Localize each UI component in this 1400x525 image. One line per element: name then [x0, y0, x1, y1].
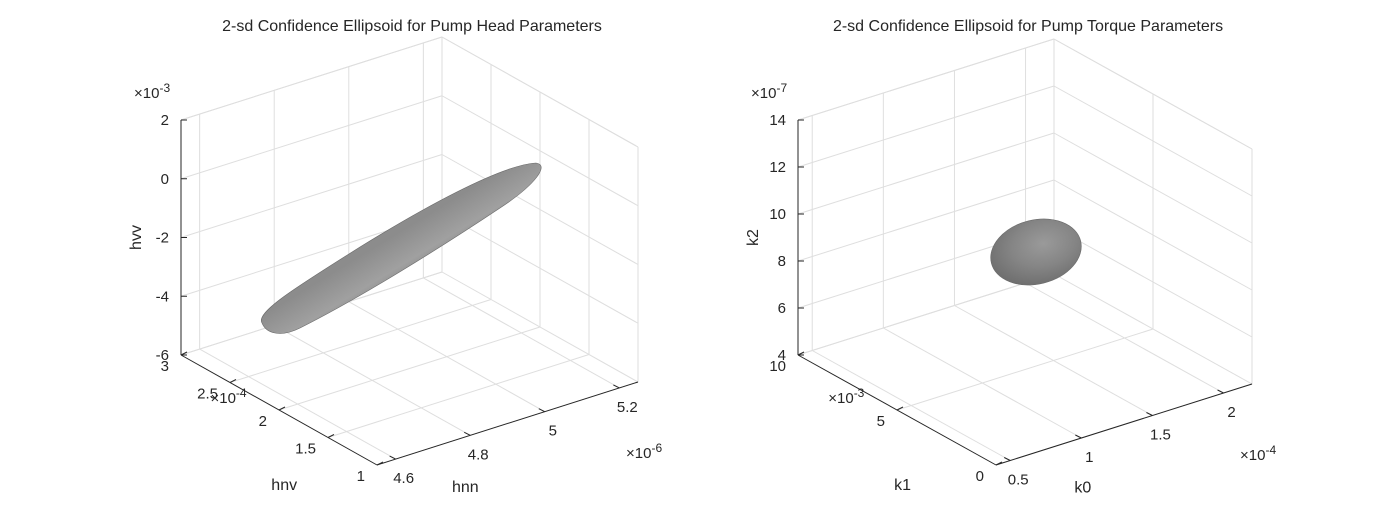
- z-tick-label: -6: [156, 347, 169, 364]
- z-tick-label: 4: [778, 347, 786, 364]
- y-tick: [896, 406, 904, 411]
- x-tick-label: 5.2: [617, 399, 638, 416]
- box-edge: [441, 36, 639, 148]
- y-tick-label: 5: [877, 413, 885, 430]
- gridline-y-floor: [278, 326, 541, 411]
- gridline-z-wall-back: [797, 179, 1055, 262]
- x-tick-label: 1: [1085, 449, 1093, 466]
- x-tick: [1003, 457, 1011, 461]
- y-tick: [327, 434, 335, 438]
- z-tick-label: 0: [161, 171, 169, 188]
- gridline-z-wall-side: [441, 271, 639, 383]
- gridline-y-floor: [896, 328, 1154, 411]
- plot-pump-head: 2-sd Confidence Ellipsoid for Pump Head …: [128, 18, 662, 496]
- x-tick: [1146, 412, 1153, 416]
- y-tick-label: 1: [357, 468, 365, 485]
- x-tick-label: 0.5: [1008, 472, 1029, 489]
- x-tick: [389, 455, 396, 460]
- y-axis-label: k1: [894, 477, 911, 494]
- gridline-z-wall-side: [1053, 273, 1253, 385]
- box-edge: [180, 36, 443, 121]
- gridline-z-wall-back: [797, 273, 1055, 356]
- y-axis-label: hnv: [271, 477, 297, 494]
- gridline-z-wall-back: [797, 85, 1055, 168]
- gridline-z-wall-side: [441, 212, 639, 324]
- ellipsoid-surface: [261, 162, 542, 334]
- x-axis-label: k0: [1074, 480, 1091, 497]
- plot-pump-torque: 2-sd Confidence Ellipsoid for Pump Torqu…: [745, 18, 1276, 497]
- x-tick: [613, 384, 620, 389]
- axes: [797, 120, 1253, 466]
- z-tick-label: 6: [778, 300, 786, 317]
- x-tick-label: 2: [1227, 404, 1235, 421]
- y-tick: [229, 379, 237, 383]
- x-axis-line: [995, 383, 1253, 466]
- x-axis-label: hnn: [452, 479, 479, 496]
- y-tick: [376, 461, 384, 466]
- gridline-y-floor: [229, 299, 492, 383]
- x-tick: [463, 431, 471, 436]
- y-multiplier: ×10-4: [210, 386, 246, 407]
- y-multiplier: ×10-3: [828, 386, 864, 407]
- z-tick-label: -2: [156, 230, 169, 247]
- y-tick-label: 2: [259, 413, 267, 430]
- y-tick-label: 3: [161, 358, 169, 375]
- x-tick: [1075, 434, 1082, 439]
- box-edge: [797, 38, 1055, 121]
- gridline-z-wall-back: [797, 132, 1055, 215]
- x-multiplier: ×10-4: [1240, 443, 1276, 464]
- axes: [180, 120, 639, 466]
- z-axis-label: k2: [745, 229, 762, 246]
- gridline-z-wall-back: [180, 154, 443, 238]
- x-tick: [1217, 389, 1224, 394]
- gridline-z-wall-side: [1053, 226, 1253, 338]
- x-tick-label: 1.5: [1150, 427, 1171, 444]
- ellipsoid-surface: [990, 218, 1082, 286]
- z-tick-label: 12: [769, 159, 786, 176]
- y-tick-label: 1.5: [295, 441, 316, 458]
- z-tick-label: 2: [161, 112, 169, 129]
- y-tick: [180, 351, 188, 356]
- z-multiplier: ×10-7: [751, 81, 787, 102]
- y-tick-label: 0: [976, 468, 984, 485]
- gridline-z-wall-back: [180, 95, 443, 180]
- z-tick-label: 14: [769, 112, 786, 129]
- y-tick: [797, 351, 805, 356]
- x-tick: [538, 408, 546, 413]
- plot-title: 2-sd Confidence Ellipsoid for Pump Head …: [222, 18, 602, 35]
- z-tick-label: 10: [769, 206, 786, 223]
- z-axis-label: hvv: [128, 225, 145, 250]
- box-edge: [1053, 38, 1253, 150]
- x-tick-label: 4.6: [393, 470, 414, 487]
- gridline-z-wall-side: [1053, 132, 1253, 244]
- x-multiplier: ×10-6: [626, 441, 662, 462]
- z-multiplier: ×10-3: [134, 81, 170, 102]
- y-tick-label: 2.5: [197, 386, 218, 403]
- y-tick-label: 10: [769, 358, 786, 375]
- x-axis-line: [376, 381, 639, 466]
- gridline-z-wall-side: [1053, 179, 1253, 291]
- gridline-z-wall-side: [441, 95, 639, 207]
- z-tick-label: -4: [156, 288, 169, 305]
- gridline-z-wall-side: [441, 154, 639, 265]
- x-tick-label: 5: [549, 423, 557, 440]
- gridline-y-floor: [327, 354, 590, 438]
- y-tick: [995, 461, 1003, 466]
- y-tick: [278, 406, 286, 411]
- x-tick-label: 4.8: [468, 446, 489, 463]
- plot-title: 2-sd Confidence Ellipsoid for Pump Torqu…: [833, 18, 1223, 35]
- z-tick-label: 8: [778, 253, 786, 270]
- gridline-z-wall-side: [1053, 85, 1253, 197]
